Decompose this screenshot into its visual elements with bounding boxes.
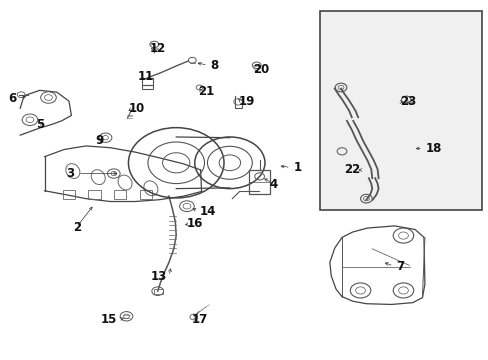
Polygon shape: [329, 226, 424, 305]
Bar: [249, 170, 269, 194]
Bar: [88, 190, 101, 199]
Text: 15: 15: [100, 312, 117, 326]
Text: 23: 23: [400, 95, 416, 108]
Bar: [142, 85, 153, 89]
Text: 21: 21: [198, 85, 214, 98]
Text: 19: 19: [238, 95, 255, 108]
Bar: [62, 190, 75, 199]
Text: 2: 2: [73, 221, 81, 234]
Text: 22: 22: [344, 163, 360, 176]
Text: 17: 17: [191, 312, 208, 326]
Text: 20: 20: [253, 63, 269, 76]
Text: 3: 3: [65, 167, 74, 180]
Bar: [142, 78, 153, 85]
Text: 12: 12: [149, 41, 165, 54]
Text: 10: 10: [128, 102, 144, 115]
Text: 1: 1: [293, 161, 301, 174]
Text: 6: 6: [8, 92, 17, 105]
Text: 18: 18: [425, 142, 441, 155]
Bar: [140, 190, 152, 199]
Text: 7: 7: [396, 260, 404, 273]
Text: 5: 5: [36, 118, 44, 131]
Bar: [154, 289, 163, 294]
Text: 4: 4: [269, 178, 277, 191]
Text: 13: 13: [150, 270, 166, 283]
Text: 16: 16: [186, 217, 203, 230]
Bar: [114, 190, 126, 199]
Polygon shape: [20, 90, 71, 135]
Text: 9: 9: [96, 134, 104, 147]
Bar: [320, 12, 481, 211]
Text: 8: 8: [210, 59, 218, 72]
Text: 14: 14: [199, 205, 216, 218]
Text: 11: 11: [137, 69, 153, 82]
